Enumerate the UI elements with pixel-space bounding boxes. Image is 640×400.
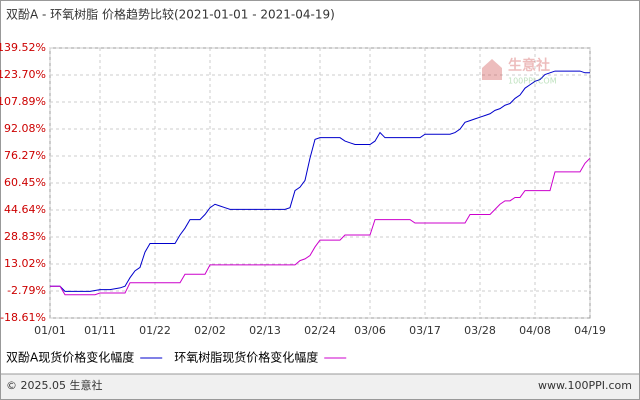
x-tick-label: 04/08: [519, 324, 551, 337]
x-tick-label: 01/11: [84, 324, 116, 337]
y-tick-label: 92.08%: [4, 122, 46, 135]
logo: [482, 59, 502, 80]
series-line: [50, 157, 591, 296]
x-tick-label: 01/22: [139, 324, 171, 337]
footer-right: www.100PPI.com: [538, 379, 632, 392]
watermark-text: 生意社: [508, 57, 550, 74]
y-tick-label: 44.64%: [4, 203, 46, 216]
y-tick-label: 28.83%: [4, 230, 46, 243]
x-tick-label: 02/13: [249, 324, 281, 337]
footer-left: © 2025.05 生意社: [6, 378, 102, 392]
legend-label: 环氧树脂现货价格变化幅度: [174, 350, 318, 365]
y-tick-label: 139.52%: [0, 41, 46, 54]
x-tick-label: 03/28: [464, 324, 496, 337]
x-tick-label: 02/02: [194, 324, 226, 337]
series-line: [50, 70, 590, 292]
watermark: 生意社 100PPI.COM: [482, 57, 557, 86]
x-tick-label: 01/01: [34, 324, 66, 337]
y-tick-label: 76.27%: [4, 149, 46, 162]
y-tick-label: -18.61%: [0, 311, 46, 324]
x-tick-label: 03/17: [409, 324, 441, 337]
x-tick-label: 03/06: [354, 324, 386, 337]
x-tick-label: 02/24: [304, 324, 336, 337]
y-tick-label: 13.02%: [4, 257, 46, 270]
y-tick-label: -2.79%: [7, 284, 46, 297]
watermark-subtext: 100PPI.COM: [508, 77, 557, 86]
chart-title: 双酚A - 环氧树脂 价格趋势比较(2021-01-01 - 2021-04-1…: [6, 7, 335, 22]
y-tick-label: 60.45%: [4, 176, 46, 189]
y-tick-label: 123.70%: [0, 68, 46, 81]
y-tick-label: 107.89%: [0, 95, 46, 108]
legend-label: 双酚A现货价格变化幅度: [6, 350, 134, 365]
x-tick-label: 04/19: [574, 324, 606, 337]
